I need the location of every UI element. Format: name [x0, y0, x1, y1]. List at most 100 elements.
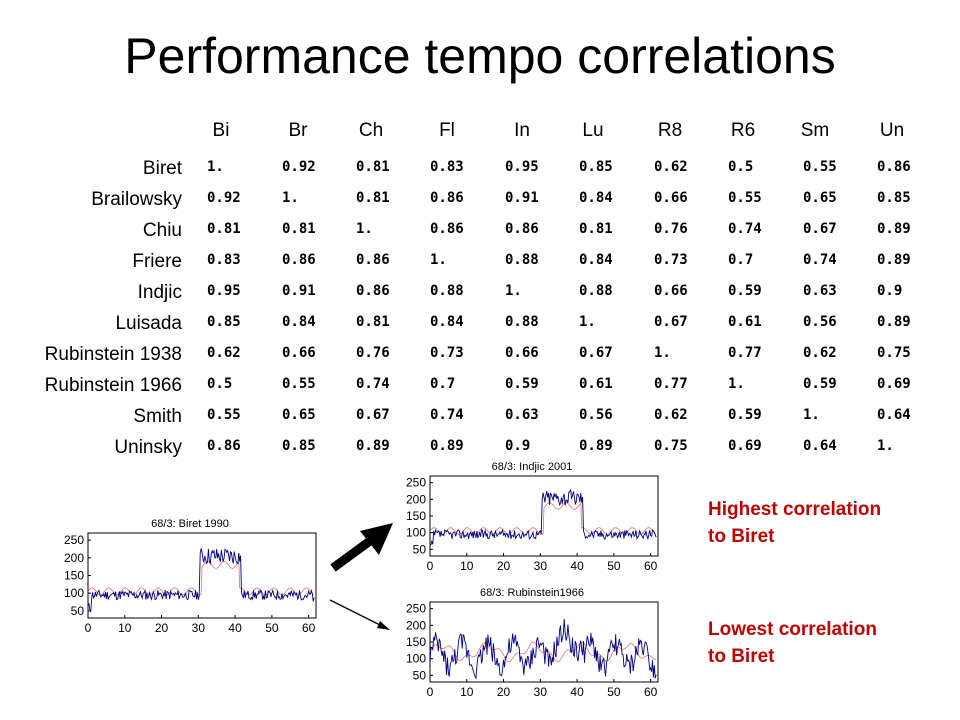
table-cell: 0.83 [207, 252, 241, 268]
table-cell: 0.62 [654, 159, 688, 175]
tempo-chart: 68/3: Rubinstein1966 0 10 20 30 40 50 60 50 100 15… [406, 587, 659, 699]
table-cell: 0.86 [207, 438, 241, 454]
x-tick-label: 20 [155, 621, 169, 635]
table-cell: 0.55 [728, 190, 762, 206]
table-cell: 0.88 [579, 283, 613, 299]
table-cell: 0.86 [505, 221, 539, 237]
highest-note-line-2: to Biret [708, 526, 775, 547]
table-cell: 0.92 [207, 190, 241, 206]
column-header: Un [879, 120, 905, 141]
column-header: R8 [657, 120, 683, 141]
table-cell: 0.86 [356, 252, 390, 268]
table-cell: 0.73 [654, 252, 688, 268]
table-cell: 0.89 [877, 221, 911, 237]
table-cell: 0.62 [207, 345, 241, 361]
table-cell: 0.88 [430, 283, 464, 299]
table-cell: 0.55 [207, 407, 241, 423]
table-cell: 0.59 [728, 283, 762, 299]
table-cell: 0.88 [505, 314, 539, 330]
table-cell: 0.61 [579, 376, 613, 392]
column-header: Lu [582, 120, 604, 141]
x-tick-label: 10 [460, 685, 474, 699]
column-header: Bi [212, 120, 230, 141]
table-cell: 0.66 [505, 345, 539, 361]
row-label: Rubinstein 1966 [44, 375, 182, 396]
x-tick-label: 40 [570, 559, 584, 573]
table-cell: 1. [579, 314, 596, 330]
table-cell: 1. [356, 221, 373, 237]
table-cell: 0.69 [728, 438, 762, 454]
table-cell: 0.55 [803, 159, 837, 175]
table-cell: 0.74 [356, 376, 390, 392]
y-tick-label: 200 [64, 551, 84, 565]
y-tick-label: 150 [406, 635, 426, 649]
table-cell: 0.85 [282, 438, 316, 454]
table-cell: 0.9 [877, 283, 903, 299]
x-tick-label: 10 [460, 559, 474, 573]
reference-tempo-line [87, 560, 315, 596]
x-tick-label: 60 [302, 621, 316, 635]
row-label: Brailowsky [91, 189, 182, 210]
column-header: Sm [800, 120, 830, 141]
x-tick-label: 40 [228, 621, 242, 635]
table-cell: 0.81 [356, 190, 390, 206]
table-cell: 0.91 [505, 190, 539, 206]
table-cell: 0.86 [282, 252, 316, 268]
table-cell: 0.81 [579, 221, 613, 237]
thin-arrow-head [377, 621, 390, 630]
table-cell: 0.95 [207, 283, 241, 299]
performance-tempo-line [87, 548, 315, 613]
table-cell: 0.62 [654, 407, 688, 423]
table-cell: 1. [728, 376, 745, 392]
y-tick-label: 250 [406, 602, 426, 616]
table-cell: 0.86 [877, 159, 911, 175]
table-cell: 0.67 [356, 407, 390, 423]
x-tick-label: 60 [644, 685, 658, 699]
table-cell: 0.59 [728, 407, 762, 423]
row-label: Indjic [137, 282, 182, 303]
y-tick-label: 150 [64, 569, 84, 583]
table-cell: 0.67 [654, 314, 688, 330]
table-cell: 0.65 [282, 407, 316, 423]
chart-title: 68/3: Rubinstein1966 [480, 587, 584, 599]
table-cell: 0.62 [803, 345, 837, 361]
table-cell: 0.75 [654, 438, 688, 454]
chart-title: 68/3: Biret 1990 [151, 518, 229, 530]
x-tick-label: 50 [265, 621, 279, 635]
table-cell: 0.95 [505, 159, 539, 175]
x-tick-label: 50 [607, 559, 621, 573]
table-cell: 0.89 [356, 438, 390, 454]
x-tick-label: 50 [607, 685, 621, 699]
table-cell: 0.92 [282, 159, 316, 175]
table-cell: 0.77 [728, 345, 762, 361]
tempo-chart: 68/3: Indjic 2001 0 10 20 30 40 50 60 50 100 150 20… [406, 461, 659, 573]
table-cell: 0.67 [803, 221, 837, 237]
column-header: In [514, 120, 530, 141]
table-cell: 0.63 [505, 407, 539, 423]
y-tick-label: 250 [406, 476, 426, 490]
table-cell: 1. [803, 407, 820, 423]
y-tick-label: 100 [406, 652, 426, 666]
column-header: R6 [730, 120, 756, 141]
thick-arrow-head [360, 523, 393, 555]
table-cell: 0.76 [356, 345, 390, 361]
table-cell: 0.88 [505, 252, 539, 268]
table-cell: 0.86 [356, 283, 390, 299]
x-tick-label: 20 [497, 685, 511, 699]
table-cell: 0.74 [728, 221, 762, 237]
thin-arrow-shaft [329, 599, 383, 627]
x-tick-label: 10 [118, 621, 132, 635]
table-cell: 0.66 [282, 345, 316, 361]
lowest-correlation-note: Lowest correlation to Biret [708, 616, 877, 670]
tempo-chart: 68/3: Biret 1990 0 10 20 30 40 50 60 50 100 150 200… [64, 518, 317, 635]
table-cell: 0.89 [877, 314, 911, 330]
table-cell: 0.86 [430, 221, 464, 237]
table-cell: 1. [282, 190, 299, 206]
table-cell: 0.75 [877, 345, 911, 361]
table-cell: 0.7 [728, 252, 754, 268]
table-cell: 0.84 [579, 190, 613, 206]
y-tick-label: 250 [64, 533, 84, 547]
table-cell: 1. [430, 252, 447, 268]
table-cell: 0.89 [877, 252, 911, 268]
table-cell: 0.56 [803, 314, 837, 330]
